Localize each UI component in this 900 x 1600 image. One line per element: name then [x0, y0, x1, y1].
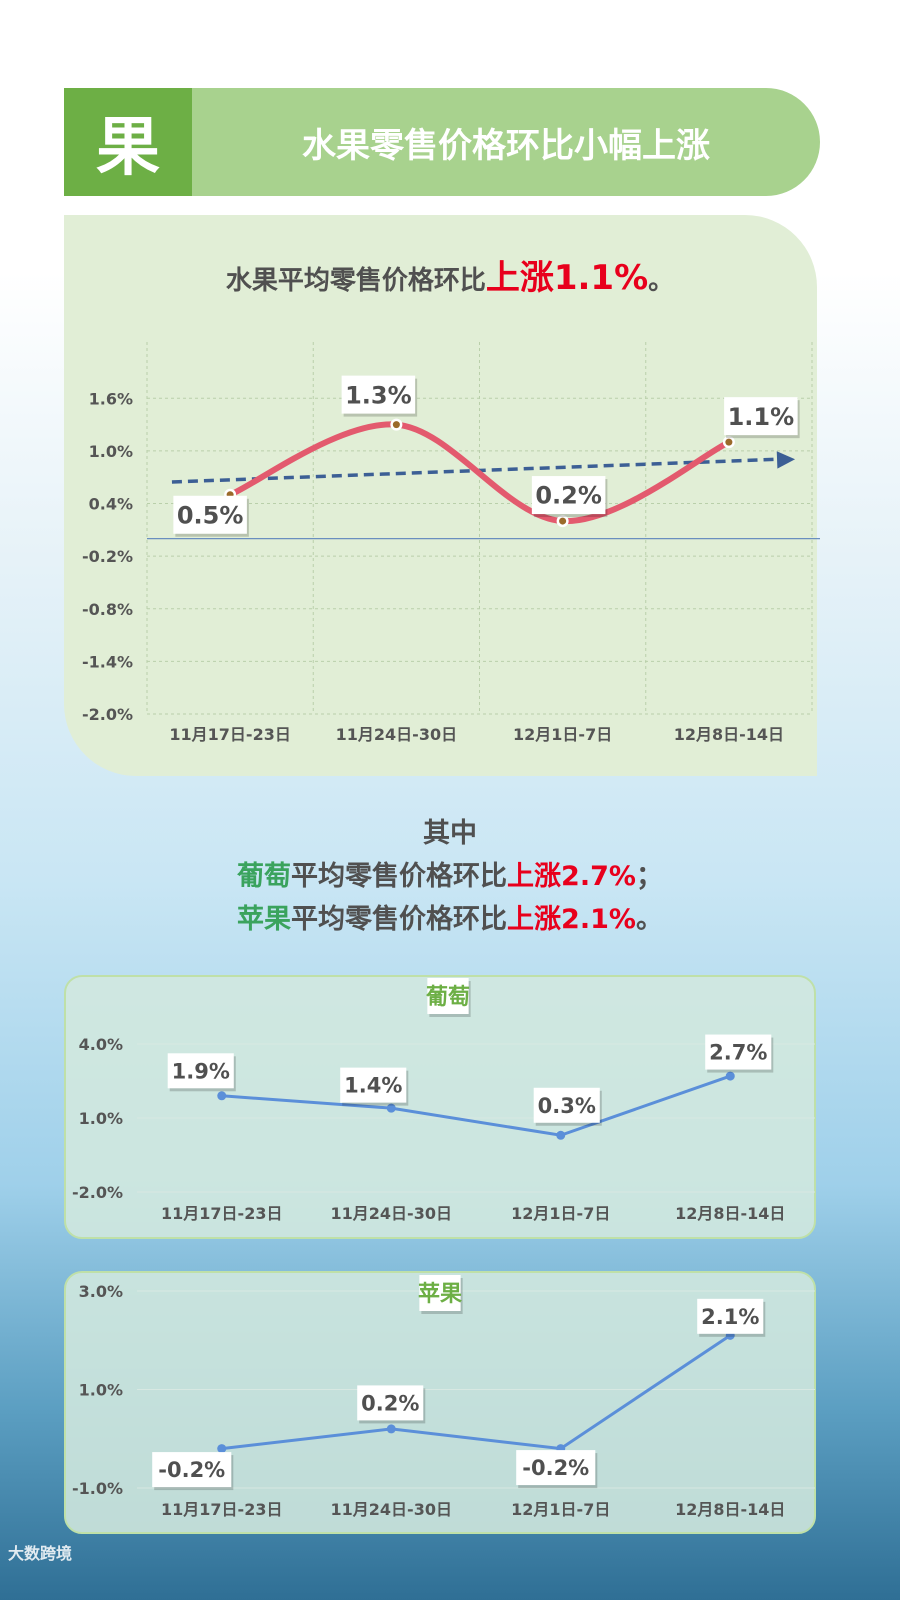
data-label-box	[516, 1450, 596, 1486]
x-tick-label: 11月24日-30日	[331, 1204, 452, 1223]
data-label-box	[340, 1067, 407, 1103]
data-label: -0.2%	[522, 1456, 589, 1480]
summary-line2: 葡萄平均零售价格环比上涨2.7%；	[0, 855, 900, 898]
data-label: -0.2%	[158, 1458, 225, 1482]
summary-text: 其中 葡萄平均零售价格环比上涨2.7%； 苹果平均零售价格环比上涨2.1%。	[0, 812, 900, 941]
data-label-box	[697, 1298, 764, 1334]
data-label: 0.5%	[177, 501, 244, 529]
data-point	[725, 1071, 735, 1081]
data-label-box	[724, 397, 798, 436]
summary-grape-change: 上涨2.7%	[507, 861, 636, 892]
summary-grape-end: ；	[635, 861, 663, 892]
y-tick-label: 1.0%	[79, 1109, 123, 1128]
data-point	[556, 1130, 566, 1140]
x-tick-label: 11月17日-23日	[169, 725, 290, 744]
x-tick-label: 12月1日-7日	[511, 1204, 610, 1223]
main-title-suffix: 。	[648, 266, 675, 296]
y-tick-label: 1.6%	[89, 389, 133, 408]
summary-line1: 其中	[423, 818, 477, 849]
series-line	[220, 1333, 732, 1451]
data-label-box	[173, 495, 247, 534]
data-label: 1.1%	[728, 403, 795, 431]
data-point	[392, 421, 400, 429]
main-title-prefix: 水果平均零售价格环比	[225, 266, 486, 296]
x-tick-label: 12月8日-14日	[675, 1204, 785, 1223]
chart-title-box	[427, 978, 469, 1014]
y-tick-label: 3.0%	[79, 1282, 123, 1301]
data-label-box	[152, 1452, 232, 1488]
x-tick-label: 11月17日-23日	[161, 1500, 282, 1519]
y-tick-label: -0.8%	[82, 600, 133, 619]
data-label: 2.7%	[709, 1041, 767, 1065]
data-label: 2.1%	[701, 1305, 759, 1329]
y-tick-label: 4.0%	[79, 1035, 123, 1054]
data-label-box	[341, 375, 416, 414]
series-line	[220, 1074, 732, 1137]
watermark: 大数跨境	[8, 1544, 73, 1563]
summary-apple-end: 。	[635, 904, 663, 935]
data-label: 0.2%	[535, 482, 602, 510]
x-tick-label: 11月24日-30日	[336, 725, 457, 744]
x-tick-label: 12月8日-14日	[674, 725, 784, 744]
data-label: 1.4%	[344, 1074, 402, 1098]
main-line-chart: -2.0% -1.4% -0.8% -0.2% 0.4% 1.0% 1.6% 11月17日-2…	[82, 342, 820, 744]
x-tick-label: 11月24日-30日	[331, 1500, 452, 1519]
data-point	[725, 438, 733, 446]
section-header: 果 水果零售价格环比小幅上涨	[64, 88, 820, 196]
data-point	[217, 1444, 227, 1454]
grape-chart-card	[64, 975, 816, 1239]
y-tick-label: -1.0%	[72, 1479, 123, 1498]
summary-apple-text: 平均零售价格环比	[291, 904, 508, 935]
y-tick-label: 1.0%	[89, 442, 133, 461]
x-tick-label: 12月8日-14日	[675, 1500, 785, 1519]
chart-title-box	[419, 1275, 461, 1311]
data-label: 0.2%	[361, 1391, 419, 1415]
chart-title: 苹果	[418, 1282, 462, 1307]
summary-apple-name: 苹果	[237, 904, 292, 935]
data-point	[386, 1103, 396, 1113]
y-tick-label: -0.2%	[82, 547, 133, 566]
data-label: 1.9%	[172, 1059, 230, 1083]
data-label-box	[705, 1034, 772, 1070]
series-line	[227, 421, 732, 525]
summary-apple-change: 上涨2.1%	[507, 904, 636, 935]
x-tick-label: 12月1日-7日	[511, 1500, 610, 1519]
data-label-box	[167, 1053, 234, 1089]
trendline-arrow	[776, 451, 796, 469]
data-label-box	[533, 1087, 600, 1123]
header-badge: 果	[64, 88, 192, 196]
main-title-highlight: 上涨1.1%	[485, 258, 649, 298]
y-tick-label: 0.4%	[89, 495, 133, 514]
apple-chart-card	[64, 1271, 816, 1534]
main-chart-title: 水果平均零售价格环比上涨1.1%。	[0, 250, 900, 299]
chart-title: 葡萄	[425, 985, 470, 1010]
data-label-box	[357, 1385, 424, 1421]
trendline	[171, 457, 778, 484]
data-label: 0.3%	[538, 1094, 596, 1118]
x-tick-label: 12月1日-7日	[513, 725, 612, 744]
data-label: 1.3%	[345, 381, 412, 409]
data-point	[217, 1091, 227, 1101]
data-point	[386, 1424, 396, 1434]
header-title: 水果零售价格环比小幅上涨	[192, 88, 820, 196]
summary-line3: 苹果平均零售价格环比上涨2.1%。	[0, 898, 900, 941]
y-tick-label: 1.0%	[79, 1381, 123, 1400]
summary-grape-text: 平均零售价格环比	[291, 861, 508, 892]
data-point	[559, 517, 567, 525]
y-tick-label: -1.4%	[82, 652, 133, 671]
summary-grape-name: 葡萄	[237, 861, 292, 892]
y-tick-label: -2.0%	[72, 1183, 123, 1202]
data-label-box	[531, 476, 606, 515]
y-tick-label: -2.0%	[82, 705, 133, 724]
x-tick-label: 11月17日-23日	[161, 1204, 282, 1223]
main-chart-card	[64, 215, 817, 776]
